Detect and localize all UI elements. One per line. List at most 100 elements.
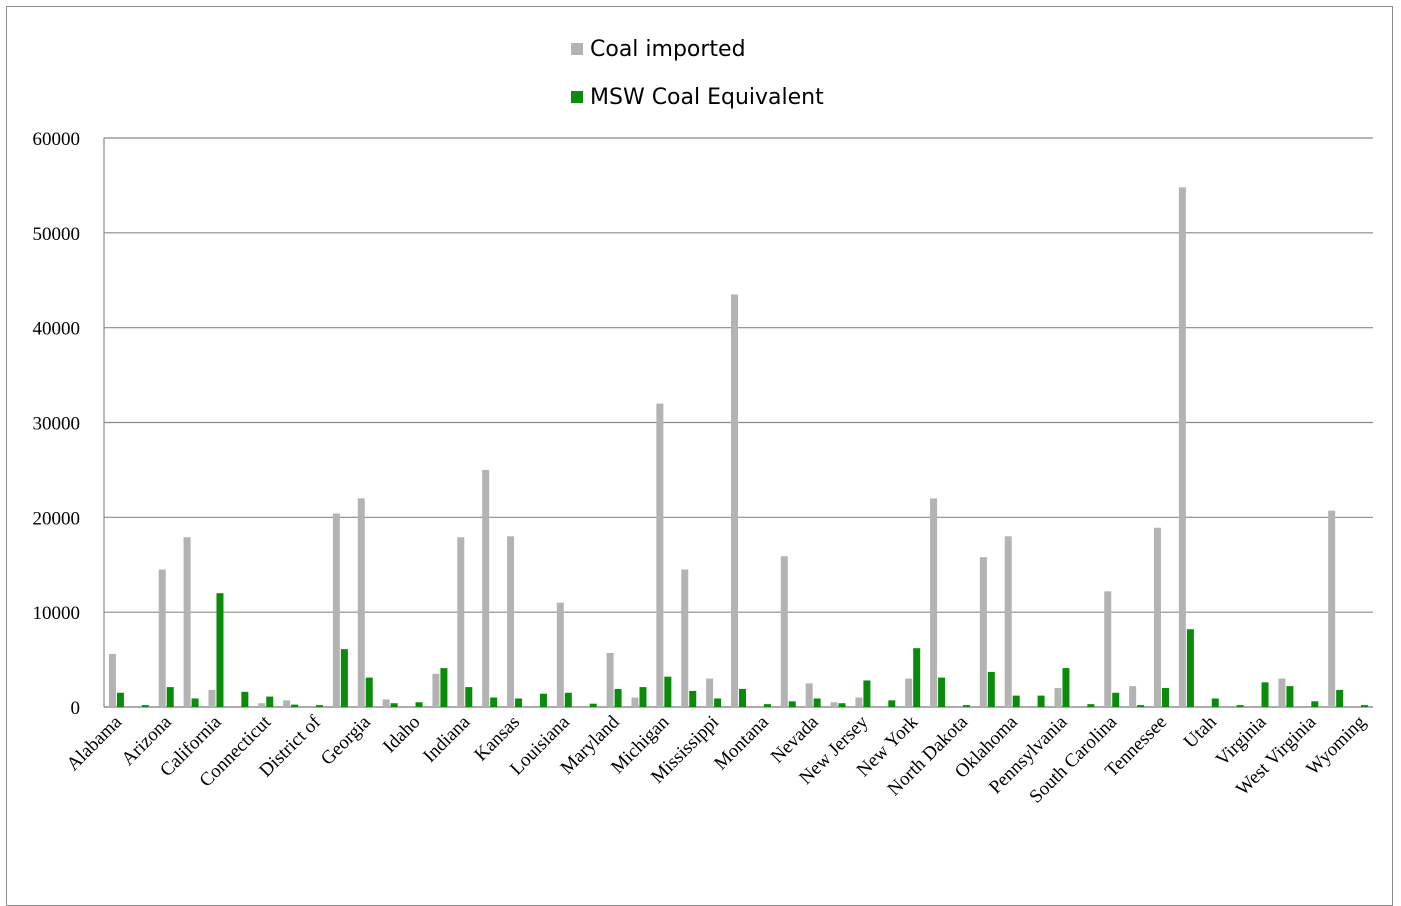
bar-msw-coal-equivalent: [1286, 686, 1294, 707]
y-tick-label: 40000: [33, 319, 81, 340]
legend: Coal imported MSW Coal Equivalent: [571, 37, 824, 110]
bar-coal-imported: [805, 683, 813, 707]
bar-msw-coal-equivalent: [216, 593, 224, 707]
y-tick-label: 20000: [33, 508, 81, 529]
legend-label: MSW Coal Equivalent: [590, 85, 824, 110]
bar-msw-coal-equivalent: [266, 696, 274, 707]
bar-coal-imported: [631, 697, 639, 707]
bar-msw-coal-equivalent: [813, 698, 821, 707]
bar-coal-imported: [930, 498, 938, 707]
bar-msw-coal-equivalent: [614, 688, 622, 707]
legend-label: Coal imported: [590, 37, 746, 62]
bar-msw-coal-equivalent: [340, 649, 348, 707]
y-tick-label: 10000: [33, 603, 81, 624]
bar-coal-imported: [1104, 591, 1112, 707]
bar-coal-imported: [905, 678, 913, 707]
bar-msw-coal-equivalent: [1037, 695, 1045, 707]
bar-msw-coal-equivalent: [141, 705, 149, 707]
bar-msw-coal-equivalent: [1211, 698, 1219, 707]
bar-msw-coal-equivalent: [440, 668, 448, 707]
bar-msw-coal-equivalent: [962, 705, 970, 707]
y-tick-label: 30000: [33, 414, 81, 435]
bar-msw-coal-equivalent: [589, 703, 597, 707]
bar-msw-coal-equivalent: [838, 703, 846, 707]
bar-msw-coal-equivalent: [1087, 704, 1095, 707]
bar-msw-coal-equivalent: [913, 648, 921, 707]
bar-msw-coal-equivalent: [639, 687, 647, 707]
bar-msw-coal-equivalent: [1361, 705, 1369, 707]
y-tick-label: 60000: [33, 129, 81, 150]
y-tick-label: 0: [71, 698, 81, 719]
bar-coal-imported: [382, 699, 390, 707]
bar-coal-imported: [1129, 686, 1137, 707]
bar-coal-imported: [1178, 187, 1186, 707]
bar-msw-coal-equivalent: [987, 671, 995, 707]
bar-msw-coal-equivalent: [763, 704, 771, 707]
legend-swatch: [571, 91, 583, 103]
x-axis-tick-labels: AlabamaArizonaCaliforniaConnecticutDistr…: [63, 711, 1371, 807]
bar-coal-imported: [706, 678, 714, 707]
bar-msw-coal-equivalent: [664, 676, 672, 707]
x-tick-label: Idaho: [379, 712, 424, 757]
x-tick-label: Indiana: [419, 711, 475, 767]
bar-msw-coal-equivalent: [465, 687, 473, 707]
bar-msw-coal-equivalent: [515, 698, 523, 707]
bar-coal-imported: [357, 498, 365, 707]
bar-msw-coal-equivalent: [739, 688, 746, 707]
bar-coal-imported: [731, 294, 738, 707]
bar-coal-imported: [1278, 678, 1286, 707]
bar-coal-imported: [979, 557, 987, 707]
bar-coal-imported: [258, 703, 266, 707]
bar-msw-coal-equivalent: [365, 677, 373, 707]
bar-msw-coal-equivalent: [166, 687, 174, 707]
y-tick-label: 50000: [33, 224, 81, 245]
bar-msw-coal-equivalent: [1062, 668, 1070, 707]
bar-coal-imported: [656, 403, 664, 707]
bar-msw-coal-equivalent: [390, 703, 398, 707]
bar-msw-coal-equivalent: [888, 700, 896, 707]
gridlines: [103, 137, 1373, 708]
bar-msw-coal-equivalent: [564, 692, 572, 707]
bar-coal-imported: [158, 569, 166, 707]
y-axis-tick-labels: 0 10000 20000 30000 40000 50000 60000: [33, 129, 81, 719]
bar-msw-coal-equivalent: [1012, 695, 1020, 707]
legend-swatch: [571, 43, 583, 55]
bar-msw-coal-equivalent: [316, 705, 323, 707]
bar-msw-coal-equivalent: [714, 698, 722, 707]
bar-coal-imported: [681, 569, 689, 707]
bar-msw-coal-equivalent: [1261, 682, 1269, 707]
bar-coal-imported: [208, 689, 216, 707]
bar-coal-imported: [855, 697, 863, 707]
bar-coal-imported: [432, 673, 440, 707]
bar-coal-imported: [780, 556, 788, 707]
bar-msw-coal-equivalent: [1137, 705, 1145, 707]
x-tick-label: Montana: [710, 711, 773, 774]
bar-msw-coal-equivalent: [116, 692, 124, 707]
x-tick-label: Georgia: [317, 711, 375, 769]
bar-coal-imported: [606, 652, 614, 707]
bar-msw-coal-equivalent: [1311, 701, 1319, 707]
bar-coal-imported: [183, 537, 191, 707]
bar-coal-imported: [1004, 536, 1012, 707]
bar-coal-imported: [1154, 527, 1161, 707]
bar-coal-imported: [283, 700, 291, 707]
x-tick-label: Alabama: [63, 711, 127, 775]
bar-msw-coal-equivalent: [1112, 692, 1120, 707]
bar-msw-coal-equivalent: [490, 697, 498, 707]
bar-coal-imported: [1328, 510, 1336, 707]
bar-coal-imported: [830, 702, 838, 707]
bar-msw-coal-equivalent: [938, 677, 946, 707]
bar-coal-imported: [482, 469, 490, 707]
bar-coal-imported: [457, 537, 465, 707]
bar-coal-imported: [1054, 688, 1062, 707]
bar-msw-coal-equivalent: [241, 691, 249, 707]
bar-msw-coal-equivalent: [1236, 705, 1244, 707]
bar-coal-imported: [507, 536, 515, 707]
x-tick-label: Utah: [1180, 711, 1221, 752]
chart-frame: [6, 6, 1393, 906]
bar-msw-coal-equivalent: [191, 698, 199, 707]
bar-msw-coal-equivalent: [291, 704, 299, 707]
bar-chart: 0 10000 20000 30000 40000 50000 60000 AlabamaA…: [33, 37, 1373, 808]
bar-msw-coal-equivalent: [1162, 688, 1169, 707]
bar-msw-coal-equivalent: [1336, 689, 1344, 707]
